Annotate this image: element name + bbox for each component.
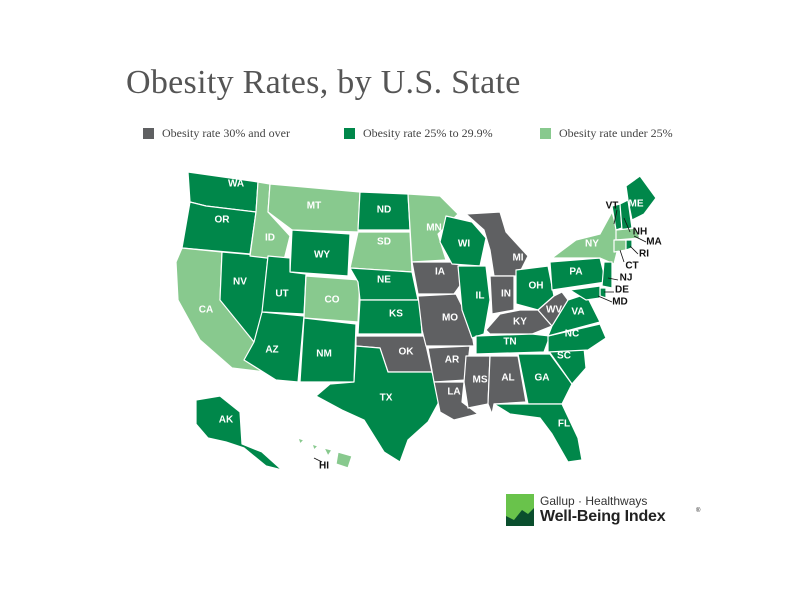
state-va[interactable] xyxy=(547,293,601,337)
state-me[interactable] xyxy=(625,175,657,221)
state-label-ut: UT xyxy=(275,289,288,300)
state-ak[interactable] xyxy=(195,395,283,471)
state-label-de: DE xyxy=(615,285,629,296)
state-tx[interactable] xyxy=(315,345,441,463)
state-label-vt: VT xyxy=(606,201,619,212)
state-label-pa: PA xyxy=(569,267,582,278)
state-co[interactable] xyxy=(303,275,361,323)
state-label-va: VA xyxy=(571,307,584,318)
state-label-mt: MT xyxy=(307,201,321,212)
state-label-wv: WV xyxy=(546,305,562,316)
state-label-ky: KY xyxy=(513,317,527,328)
state-wy[interactable] xyxy=(289,229,351,277)
map-title: Obesity Rates, by U.S. State xyxy=(126,64,521,101)
state-ks[interactable] xyxy=(357,299,423,335)
state-in[interactable] xyxy=(489,275,515,315)
state-label-ks: KS xyxy=(389,309,403,320)
legend-swatch-low xyxy=(540,128,551,139)
state-label-wy: WY xyxy=(314,250,330,261)
state-mo[interactable] xyxy=(417,293,475,347)
state-label-ca: CA xyxy=(199,305,213,316)
state-label-nv: NV xyxy=(233,277,247,288)
state-az[interactable] xyxy=(243,311,305,383)
state-label-wa: WA xyxy=(228,179,244,190)
state-label-ri: RI xyxy=(639,249,649,260)
state-label-al: AL xyxy=(501,373,514,384)
state-label-in: IN xyxy=(501,289,511,300)
state-label-tn: TN xyxy=(503,337,516,348)
state-label-me: ME xyxy=(629,199,644,210)
state-label-fl: FL xyxy=(558,419,570,430)
state-ga[interactable] xyxy=(517,353,573,405)
state-il[interactable] xyxy=(457,265,491,339)
state-label-ne: NE xyxy=(377,275,391,286)
state-mt[interactable] xyxy=(267,183,361,233)
state-label-tx: TX xyxy=(380,393,393,404)
state-label-sc: SC xyxy=(557,351,571,362)
state-label-mi: MI xyxy=(512,253,523,264)
logo-line1: Gallup · Healthways xyxy=(540,494,648,508)
state-label-co: CO xyxy=(325,295,340,306)
state-de[interactable] xyxy=(599,287,607,299)
state-label-nm: NM xyxy=(316,349,332,360)
state-label-mo: MO xyxy=(442,313,458,324)
state-label-nj: NJ xyxy=(620,273,633,284)
state-label-il: IL xyxy=(476,291,485,302)
wellbeing-index-logo: Gallup · Healthways Well-Being Index ® xyxy=(506,492,706,532)
state-label-ia: IA xyxy=(435,267,445,278)
state-tn[interactable] xyxy=(475,333,551,355)
state-ms[interactable] xyxy=(463,355,491,409)
state-label-ny: NY xyxy=(585,239,599,250)
state-hi[interactable] xyxy=(297,437,353,469)
state-fl[interactable] xyxy=(493,403,583,463)
state-label-wi: WI xyxy=(458,239,470,250)
state-label-oh: OH xyxy=(529,281,544,292)
state-md[interactable] xyxy=(569,285,601,301)
legend-swatch-mid xyxy=(344,128,355,139)
state-label-ak: AK xyxy=(219,415,234,426)
legend-label-high: Obesity rate 30% and over xyxy=(162,126,290,140)
state-ma[interactable] xyxy=(615,227,641,241)
state-label-ms: MS xyxy=(473,375,488,386)
state-ri[interactable] xyxy=(625,239,633,251)
leader-lines xyxy=(313,209,647,463)
state-label-sd: SD xyxy=(377,237,391,248)
state-label-nd: ND xyxy=(377,205,391,216)
state-label-ga: GA xyxy=(535,373,550,384)
logo-line2: Well-Being Index xyxy=(540,508,666,525)
state-label-ar: AR xyxy=(445,355,460,366)
state-label-la: LA xyxy=(447,387,460,398)
state-nc[interactable] xyxy=(547,323,607,353)
state-label-mn: MN xyxy=(426,223,442,234)
state-label-or: OR xyxy=(215,215,231,226)
logo-mark-icon xyxy=(506,494,534,526)
state-label-ma: MA xyxy=(646,237,662,248)
legend-label-mid: Obesity rate 25% to 29.9% xyxy=(363,126,493,140)
state-label-az: AZ xyxy=(265,345,278,356)
legend-label-low: Obesity rate under 25% xyxy=(559,126,673,140)
state-nj[interactable] xyxy=(601,261,613,289)
state-label-md: MD xyxy=(612,297,628,308)
state-label-hi: HI xyxy=(319,461,329,472)
logo-trademark: ® xyxy=(696,508,701,514)
state-label-id: ID xyxy=(265,233,275,244)
legend-swatch-high xyxy=(143,128,154,139)
state-label-ct: CT xyxy=(625,261,638,272)
state-label-nc: NC xyxy=(565,329,579,340)
state-label-ok: OK xyxy=(399,347,415,358)
state-label-nh: NH xyxy=(633,227,647,238)
